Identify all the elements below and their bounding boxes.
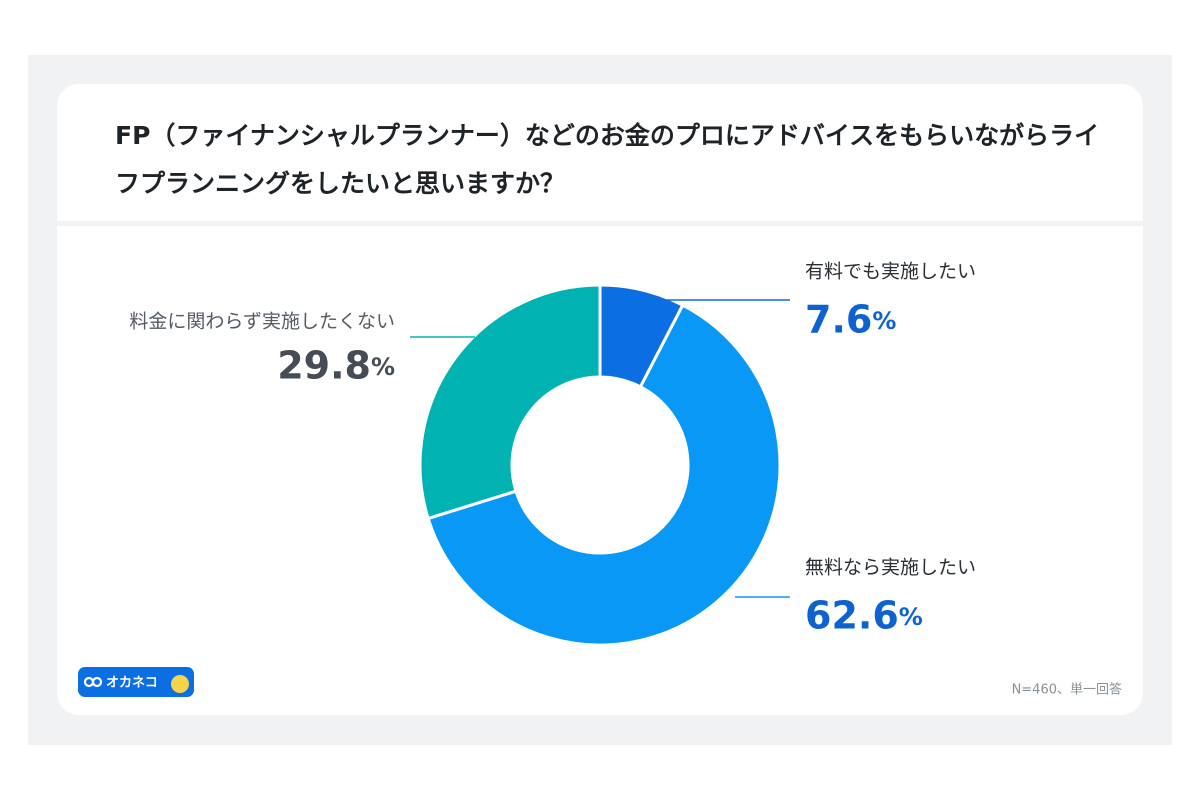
value-label: 62.6% bbox=[805, 594, 923, 638]
card bbox=[57, 84, 1143, 715]
chart-title: FP（ファイナンシャルプランナー）などのお金のプロにアドバイスをもらいながらライ… bbox=[115, 121, 1100, 198]
footnote: N=460、単一回答 bbox=[1012, 682, 1122, 698]
category-label: 無料なら実施したい bbox=[805, 557, 976, 579]
category-label: 有料でも実施したい bbox=[805, 261, 976, 283]
slice bbox=[418, 283, 602, 521]
logo-text: オカネコ bbox=[106, 676, 158, 691]
category-label: 料金に関わらず実施したくない bbox=[129, 311, 395, 333]
header-divider bbox=[57, 221, 1143, 226]
slice bbox=[426, 303, 782, 647]
logo: オカネコ bbox=[78, 667, 194, 697]
